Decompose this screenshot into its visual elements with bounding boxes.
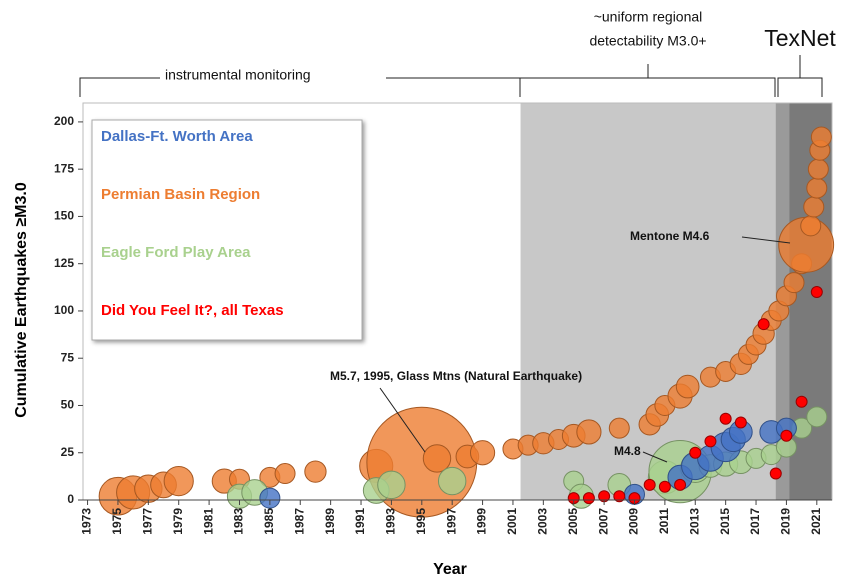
- bubble: [613, 490, 626, 503]
- x-tick-label: 2001: [505, 508, 519, 535]
- y-tick-label: 200: [54, 114, 74, 128]
- bubble: [437, 466, 467, 496]
- bubble: [377, 470, 406, 500]
- bubble: [806, 177, 828, 199]
- bubble: [674, 478, 687, 491]
- x-tick-label: 1995: [414, 508, 428, 535]
- x-tick-label: 2011: [657, 508, 671, 534]
- x-tick-label: 2003: [536, 508, 550, 535]
- bubble: [259, 487, 281, 509]
- legend-entry: Permian Basin Region: [101, 186, 260, 203]
- x-tick-label: 1987: [292, 508, 306, 535]
- marks: [98, 126, 835, 518]
- bubble: [806, 406, 828, 428]
- y-tick-label: 50: [61, 398, 75, 412]
- x-tick-label: 1991: [353, 508, 367, 535]
- bubble: [675, 374, 700, 399]
- y-tick-label: 175: [54, 161, 74, 175]
- bubble: [608, 417, 630, 439]
- annotation: detectability M3.0+: [589, 33, 706, 49]
- x-tick-label: 1979: [171, 508, 185, 535]
- bubble: [469, 440, 496, 466]
- bubble: [304, 460, 327, 483]
- annotation: M5.7, 1995, Glass Mtns (Natural Earthqua…: [330, 369, 582, 383]
- annotation: instrumental monitoring: [165, 67, 311, 83]
- annotation: TexNet: [764, 25, 836, 51]
- legend-entry: Eagle Ford Play Area: [101, 244, 251, 261]
- x-tick-label: 1989: [323, 508, 337, 535]
- x-tick-label: 1975: [110, 508, 124, 535]
- callout-line: [642, 451, 668, 463]
- bubble: [576, 419, 602, 445]
- bubble: [422, 444, 452, 473]
- y-tick-label: 100: [54, 303, 74, 317]
- bubble: [803, 196, 825, 218]
- bubble: [734, 416, 747, 429]
- bubble: [757, 318, 770, 331]
- y-tick-label: 125: [54, 256, 74, 270]
- legend-box: [91, 119, 363, 341]
- bubble: [689, 446, 702, 459]
- x-tick-label: 2019: [779, 508, 793, 535]
- x-tick-label: 2005: [566, 508, 580, 535]
- bracket-texnet: [777, 77, 823, 97]
- y-tick-label: 150: [54, 209, 74, 223]
- legend: Dallas-Ft. Worth Area Permian Basin Regio…: [101, 128, 284, 319]
- y-tick-label: 75: [61, 350, 75, 364]
- label-bg: [160, 68, 386, 84]
- x-tick-label: 1999: [475, 508, 489, 535]
- y-tick-label: 25: [61, 445, 75, 459]
- x-tick-label: 1981: [201, 508, 215, 535]
- callout-line: [741, 236, 791, 244]
- x-tick-label: 2015: [718, 508, 732, 535]
- x-tick-label: 2009: [627, 508, 641, 535]
- x-axis-label: Year: [433, 561, 467, 578]
- bubble: [274, 463, 296, 485]
- x-tick-label: 2021: [809, 508, 823, 535]
- annotation: M4.8: [614, 444, 641, 458]
- bubble: [795, 395, 808, 408]
- annotation: ~uniform regional: [594, 9, 703, 25]
- bubble: [800, 215, 822, 237]
- bubble: [780, 429, 793, 442]
- y-tick-label: 0: [67, 492, 74, 506]
- bubble: [807, 158, 829, 180]
- bubble: [582, 492, 595, 505]
- callout-line: [379, 387, 426, 453]
- bubble: [769, 467, 782, 480]
- x-tick-label: 2013: [687, 508, 701, 535]
- x-tick-label: 1983: [232, 508, 246, 535]
- bubble: [810, 286, 823, 299]
- x-tick-label: 1993: [384, 508, 398, 535]
- x-tick-label: 1985: [262, 508, 276, 535]
- x-tick-label: 2007: [596, 508, 610, 535]
- legend-entry: Did You Feel It?, all Texas: [101, 302, 284, 319]
- bubble: [643, 478, 656, 491]
- bubble: [704, 435, 717, 448]
- x-tick-label: 1977: [141, 508, 155, 535]
- bubble: [810, 126, 832, 148]
- bubble: [783, 272, 805, 294]
- x-tick-label: 1973: [80, 508, 94, 535]
- bubble: [658, 480, 671, 493]
- legend-entry: Dallas-Ft. Worth Area: [101, 128, 253, 145]
- x-tick-label: 1997: [444, 508, 458, 535]
- bubble: [163, 465, 194, 497]
- bubble: [719, 412, 732, 425]
- annotation: Mentone M4.6: [630, 229, 710, 243]
- y-axis-label: Cumulative Earthquakes ≥M3.0: [13, 182, 30, 418]
- bracket-uniform: [519, 77, 776, 97]
- axes: 1973 1975 1977 1979 1981 1983 1985 1987 1989 1991…: [54, 114, 832, 535]
- x-tick-label: 2017: [748, 508, 762, 535]
